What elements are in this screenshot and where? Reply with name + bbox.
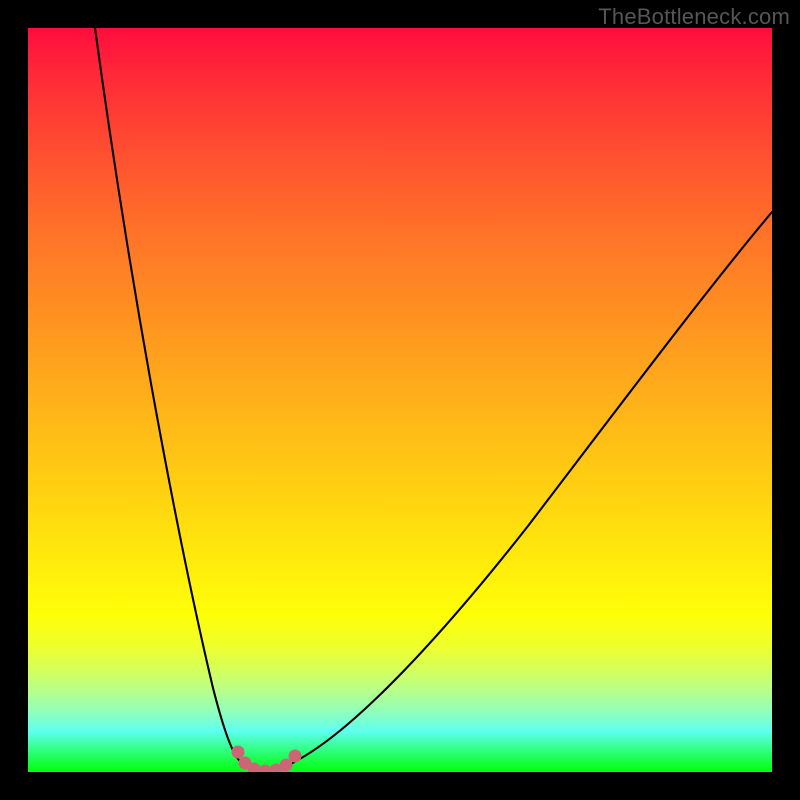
- curve-segment: [95, 28, 240, 761]
- bottleneck-marker: [259, 765, 272, 773]
- curve-segment: [296, 212, 772, 761]
- bottleneck-marker: [289, 750, 302, 763]
- bottleneck-marker: [232, 746, 245, 759]
- plot-area: [28, 28, 772, 772]
- bottleneck-curve: [28, 28, 772, 772]
- watermark-text: TheBottleneck.com: [598, 4, 790, 30]
